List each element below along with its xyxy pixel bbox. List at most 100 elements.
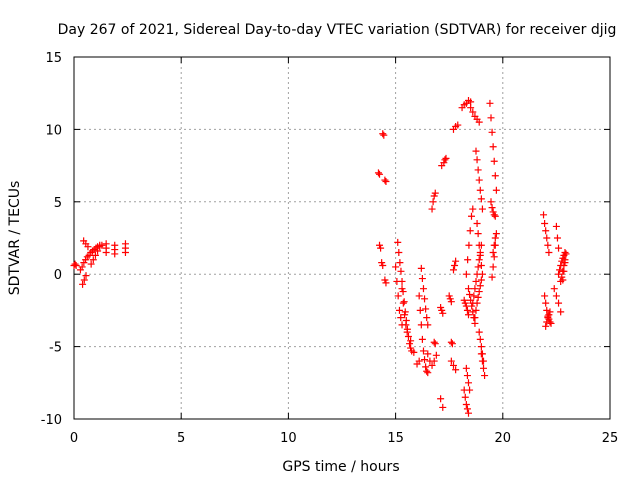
y-axis-label: SDTVAR / TECUs [7,181,23,296]
data-point-plus-marker [382,279,390,287]
data-segment [447,338,456,348]
data-point-plus-marker [474,230,482,238]
data-segment [559,250,570,284]
data-point-plus-marker [541,220,549,228]
data-point-plus-marker [395,248,403,256]
data-point-plus-marker [462,270,470,278]
data-point-plus-marker [542,299,550,307]
data-segment [87,243,104,268]
data-point-plus-marker [545,248,553,256]
x-axis-label: GPS time / hours [282,459,399,475]
data-point-plus-marker [463,405,471,413]
data-point-plus-marker [376,170,384,178]
data-point-plus-marker [94,247,102,255]
data-point-plus-marker [417,264,425,272]
data-point-plus-marker [83,253,91,261]
data-point-plus-marker [379,262,387,270]
data-point-plus-marker [80,276,88,284]
data-point-plus-marker [488,273,496,281]
data-point-plus-marker [428,205,436,213]
data-point-plus-marker [473,156,481,164]
data-point-plus-marker [490,157,498,165]
data-point-plus-marker [422,363,430,371]
x-tick-label: 0 [70,431,78,446]
chart-title: Day 267 of 2021, Sidereal Day-to-day VTE… [58,22,617,38]
data-point-plus-marker [471,285,479,293]
data-point-plus-marker [478,270,486,278]
data-point-plus-marker [394,292,402,300]
data-point-plus-marker [432,351,440,359]
data-segment [472,147,486,213]
data-point-plus-marker [467,104,475,112]
data-segment [121,240,129,256]
data-point-plus-marker [415,357,423,365]
y-tick-label: 15 [45,51,62,66]
data-segment [76,241,106,274]
data-segment [111,241,119,258]
data-point-plus-marker [469,108,477,116]
x-axis-tick-labels: 0 5 10 15 20 25 [70,431,618,446]
data-point-plus-marker [480,364,488,372]
data-segment [449,257,460,274]
data-segment [540,211,553,256]
data-segment [437,304,447,317]
data-point-plus-marker [491,234,499,242]
data-point-plus-marker [463,306,471,314]
data-point-plus-marker [396,259,404,267]
y-tick-label: 10 [45,123,62,138]
x-tick-label: 5 [177,431,185,446]
data-point-plus-marker [423,314,431,322]
data-point-plus-marker [121,240,129,248]
data-point-plus-marker [553,234,561,242]
data-point-plus-marker [561,259,569,267]
data-point-plus-marker [403,328,411,336]
data-point-plus-marker [478,205,486,213]
data-point-plus-marker [560,267,568,275]
data-point-plus-marker [475,256,483,264]
data-point-plus-marker [546,308,554,316]
data-point-plus-marker [462,364,470,372]
data-point-plus-marker [419,285,427,293]
data-point-plus-marker [555,299,563,307]
data-segment [473,220,485,270]
data-point-plus-marker [490,241,498,249]
data-point-plus-marker [417,321,425,329]
data-point-plus-marker [428,361,436,369]
data-point-plus-marker [474,293,482,301]
data-point-plus-marker [557,308,565,316]
data-point-plus-marker [490,253,498,261]
data-point-plus-marker [475,241,483,249]
data-point-plus-marker [472,277,480,285]
data-point-plus-marker [374,169,382,177]
data-point-plus-marker [476,186,484,194]
data-point-plus-marker [487,198,495,206]
data-point-plus-marker [393,277,401,285]
data-point-plus-marker [490,211,498,219]
data-point-plus-marker [419,347,427,355]
data-segment [489,234,499,256]
data-point-plus-marker [451,262,459,270]
data-segment [376,241,387,270]
data-point-plus-marker [540,211,548,219]
data-point-plus-marker [550,285,558,293]
data-point-plus-marker [437,395,445,403]
data-point-plus-marker [395,306,403,314]
data-point-plus-marker [464,311,472,319]
data-point-plus-marker [447,338,455,346]
data-point-plus-marker [544,241,552,249]
data-point-plus-marker [447,298,455,306]
data-point-plus-marker [418,275,426,283]
data-segment [374,169,384,178]
data-segment [407,337,423,368]
data-point-plus-marker [542,322,550,330]
data-segment [445,292,455,306]
data-segment [552,222,563,252]
data-point-plus-marker [475,176,483,184]
data-point-plus-marker [555,244,563,252]
data-segment [462,205,477,278]
data-point-plus-marker [424,321,432,329]
data-segment [447,357,460,374]
y-tick-label: -10 [41,413,62,428]
data-point-plus-marker [424,369,432,377]
